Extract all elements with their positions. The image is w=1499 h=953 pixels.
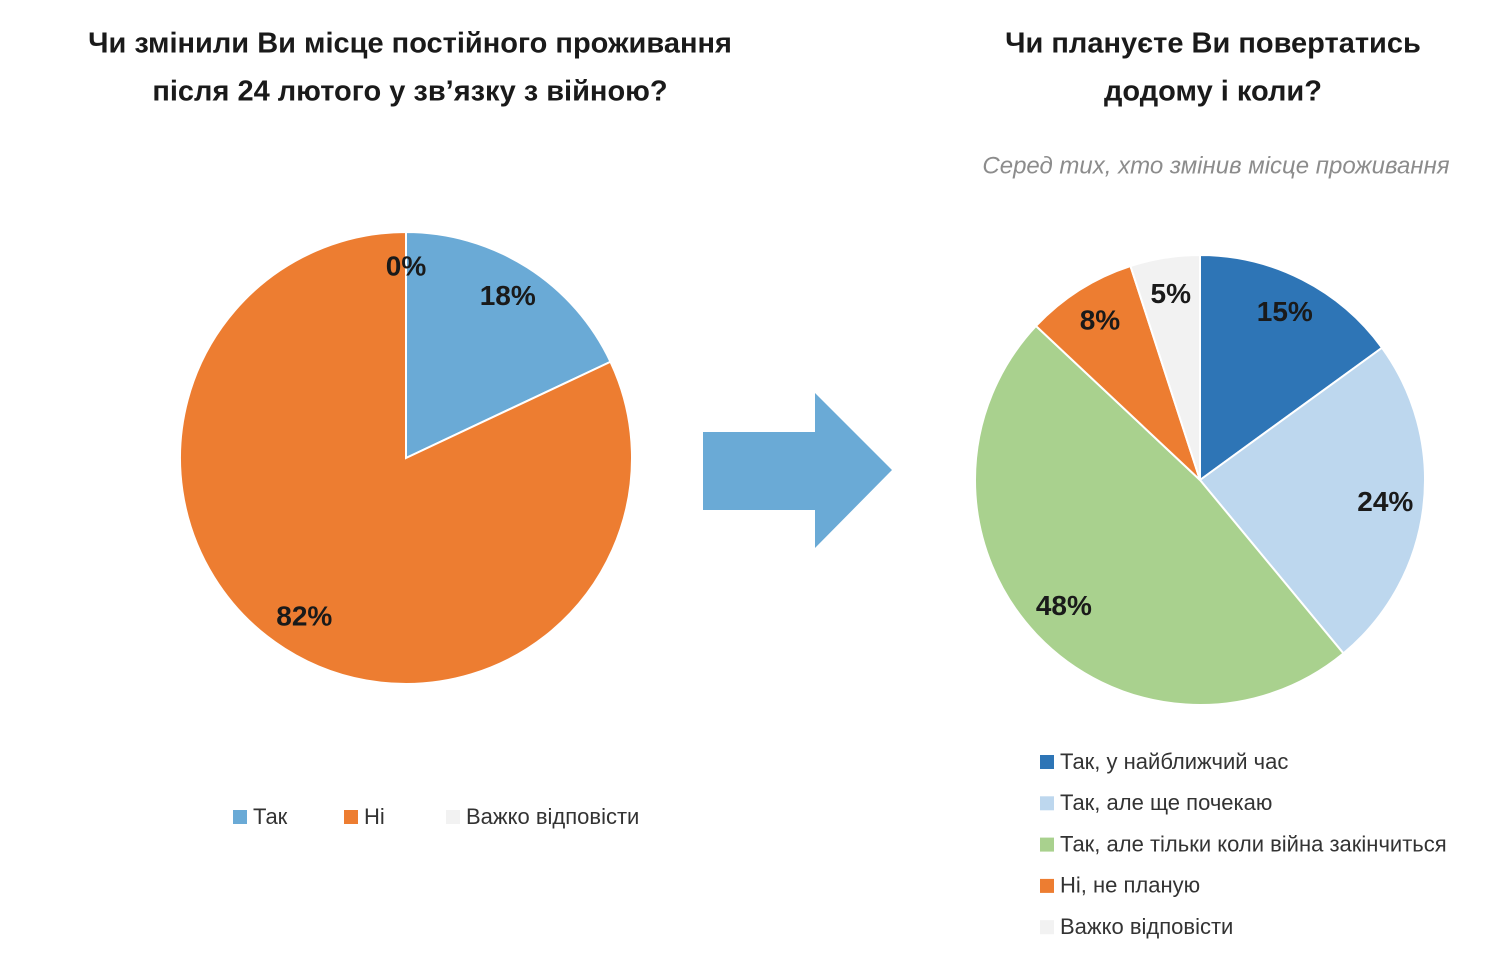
legend-label: Так, у найближчий час: [1060, 749, 1288, 774]
pie-slice: [1129, 253, 1201, 481]
chart-title: Чи плануєте Ви повертатись: [1005, 28, 1421, 60]
legend-label: Важко відповісти: [1060, 914, 1233, 939]
data-label: 82%: [276, 601, 332, 632]
pie-slice: [974, 324, 1345, 706]
data-label: 5%: [1151, 278, 1192, 309]
data-label: 18%: [480, 280, 536, 311]
legend-label: Так: [253, 804, 288, 829]
pie-slice: [405, 230, 612, 460]
legend-label: Ні: [364, 804, 385, 829]
arrow: [703, 393, 892, 548]
legend-swatch: [1040, 878, 1054, 893]
data-label: 48%: [1036, 590, 1092, 621]
chart-title: Чи змінили Ви місце постійного проживанн…: [88, 28, 732, 60]
legend-label: Так, але тільки коли війна закінчиться: [1060, 831, 1447, 856]
chart-subtitle: Серед тих, хто змінив місце проживання: [982, 152, 1449, 179]
legend-label: Ні, не планую: [1060, 873, 1200, 898]
data-label: 15%: [1257, 296, 1313, 327]
pie-slice: [179, 230, 633, 685]
data-label: 24%: [1357, 486, 1413, 517]
pie-slice: [1198, 346, 1426, 655]
legend-swatch: [344, 810, 358, 824]
pie-slice: [1199, 253, 1384, 482]
legend-label: Важко відповісти: [466, 804, 639, 829]
legend-swatch: [1040, 837, 1054, 852]
pie-slice: [1034, 264, 1201, 481]
legend-swatch: [1040, 920, 1054, 935]
legend-swatch: [1040, 796, 1054, 811]
data-label: 8%: [1080, 305, 1121, 336]
legend-swatch: [446, 810, 460, 824]
data-label: 0%: [386, 251, 427, 282]
legend-swatch: [1040, 755, 1054, 769]
legend-swatch: [233, 810, 247, 824]
chart-title: додому і коли?: [1104, 76, 1322, 108]
legend-label: Так, але ще почекаю: [1060, 790, 1272, 815]
chart-title: після 24 лютого у зв’язку з війною?: [152, 76, 667, 108]
